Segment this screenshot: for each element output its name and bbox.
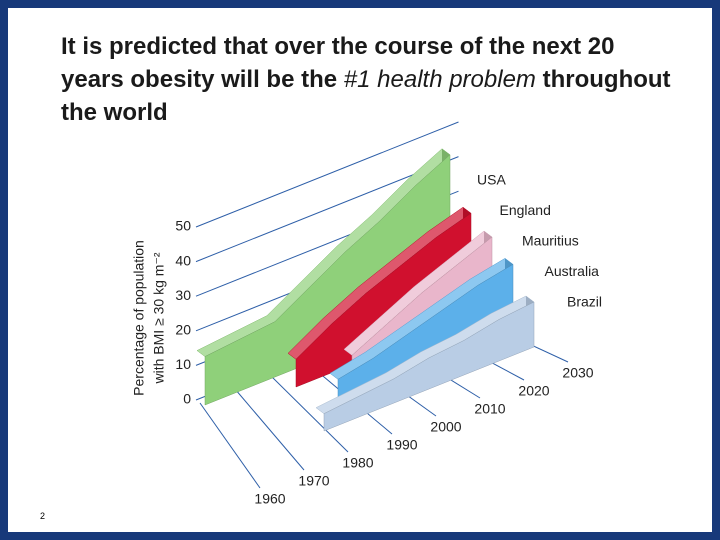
chart: 0102030405019601970198019902000201020202… <box>131 121 602 507</box>
x-tick-label: 2020 <box>518 383 549 399</box>
floor-line <box>199 402 261 489</box>
legend-label: Mauritius <box>522 233 579 249</box>
y-tick-label: 20 <box>175 322 191 338</box>
y-tick-label: 0 <box>183 391 191 407</box>
slide-title: It is predicted that over the course of … <box>61 30 681 129</box>
floor-line <box>269 374 349 453</box>
y-tick-label: 10 <box>175 356 191 372</box>
y-axis-label-line: Percentage of population <box>131 240 147 396</box>
y-tick-label: 30 <box>175 287 191 303</box>
y-axis-label-line: with BMI ≥ 30 kg m⁻² <box>151 252 167 384</box>
slide-body: It is predicted that over the course of … <box>8 8 712 532</box>
legend-label: Brazil <box>567 294 602 310</box>
ribbon <box>323 301 535 432</box>
y-tick-label: 40 <box>175 252 191 268</box>
x-tick-label: 2010 <box>474 401 505 417</box>
title-text: throughout the world <box>61 66 671 126</box>
x-tick-label: 2030 <box>562 365 593 381</box>
y-tick-label: 50 <box>175 218 191 234</box>
x-tick-label: 2000 <box>430 419 461 435</box>
legend-label: USA <box>477 172 506 188</box>
title-emphasis: #1 health problem <box>343 66 536 93</box>
x-tick-label: 1960 <box>254 491 285 507</box>
legend-label: Australia <box>545 263 600 279</box>
x-tick-label: 1990 <box>386 437 417 453</box>
slide-number: 2 <box>40 511 46 521</box>
title-text: It is predicted that over the course of … <box>61 33 615 93</box>
x-tick-label: 1980 <box>342 455 373 471</box>
grid-line <box>195 121 459 228</box>
floor-line <box>234 388 305 471</box>
legend-label: England <box>500 202 551 218</box>
x-tick-label: 1970 <box>298 473 329 489</box>
y-axis-label: Percentage of population with BMI ≥ 30 kg… <box>131 240 167 396</box>
